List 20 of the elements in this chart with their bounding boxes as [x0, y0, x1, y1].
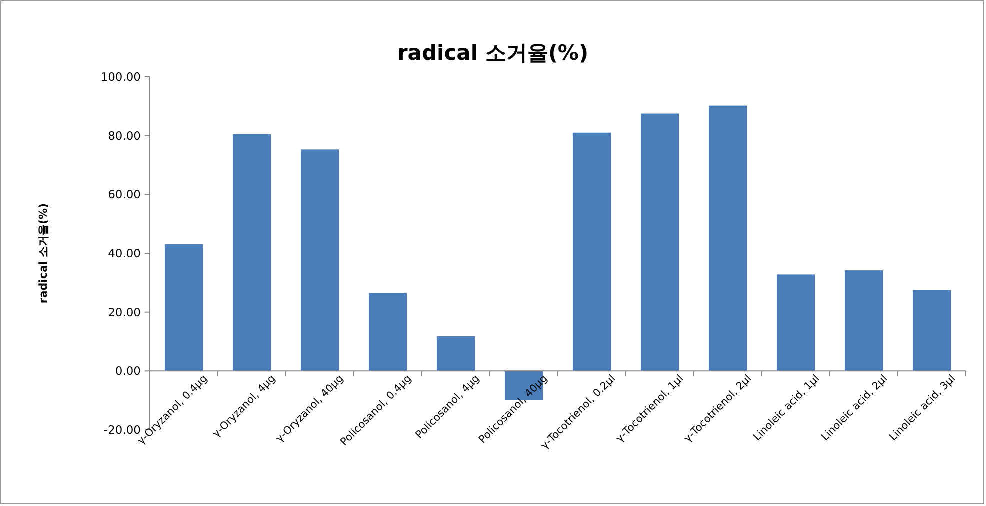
chart-title: radical 소거율(%) — [397, 41, 589, 65]
bar — [776, 274, 816, 372]
bar — [572, 132, 612, 372]
y-tick-label: 80.00 — [108, 128, 141, 143]
bar — [844, 270, 884, 372]
y-tick-label: 60.00 — [108, 188, 141, 202]
bar — [232, 134, 272, 372]
y-tick-label: 0.00 — [115, 364, 141, 378]
bar — [912, 290, 952, 372]
bar — [436, 336, 476, 372]
y-tick-label: 40.00 — [108, 246, 141, 260]
y-axis-title: radical 소거율(%) — [37, 203, 50, 304]
y-tick-label: -20.00 — [104, 423, 141, 437]
y-tick-label: 20.00 — [108, 305, 141, 320]
bar — [640, 114, 680, 372]
bar — [164, 244, 204, 372]
bar — [368, 293, 408, 372]
bar — [708, 106, 748, 372]
y-tick-label: 100.00 — [100, 70, 141, 84]
bar — [300, 150, 340, 372]
